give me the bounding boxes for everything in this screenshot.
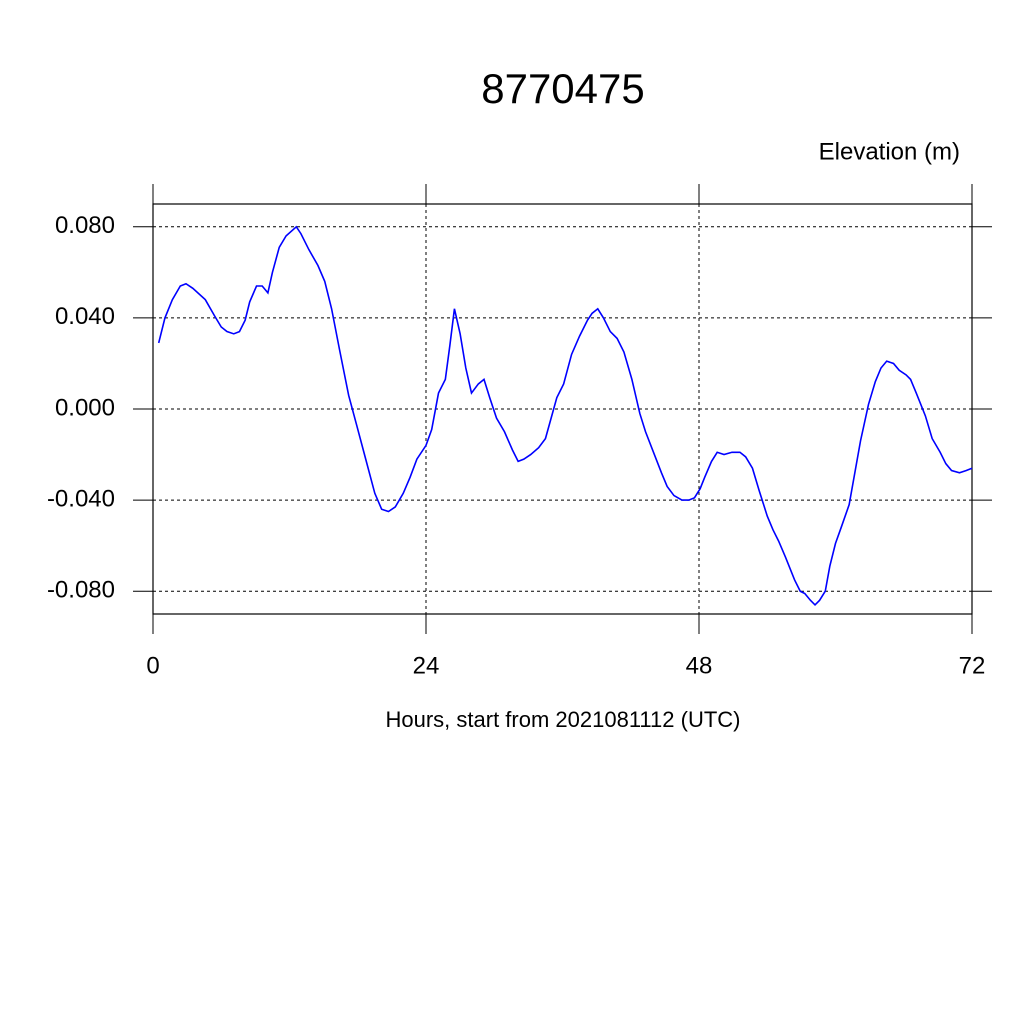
x-axis-label: Hours, start from 2021081112 (UTC) (386, 707, 741, 732)
y-tick-label: 0.040 (55, 303, 115, 330)
x-tick-label: 48 (686, 652, 713, 679)
x-tick-label: 72 (959, 652, 986, 679)
chart-title: 8770475 (481, 65, 645, 112)
y-axis-label: Elevation (m) (819, 138, 960, 165)
y-tick-label: -0.080 (47, 577, 115, 604)
y-tick-label: -0.040 (47, 485, 115, 512)
x-tick-label: 0 (146, 652, 159, 679)
y-tick-label: 0.080 (55, 212, 115, 239)
y-tick-label: 0.000 (55, 394, 115, 421)
x-tick-label: 24 (413, 652, 440, 679)
data-line (157, 225, 973, 607)
